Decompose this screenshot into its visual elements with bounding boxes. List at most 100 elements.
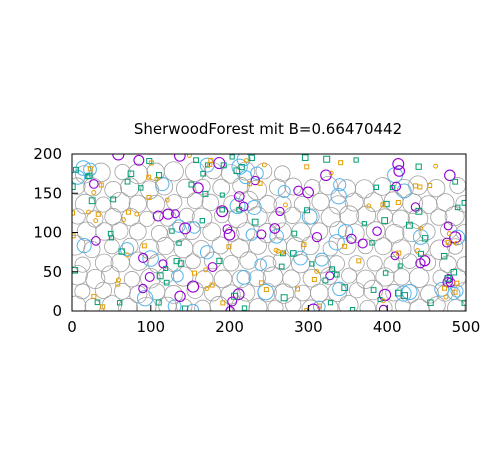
tree-marker-orange — [226, 244, 232, 250]
tree-marker-purple — [186, 280, 200, 293]
tree-marker-teal-square — [163, 265, 169, 272]
tree-marker-teal-square — [229, 154, 235, 160]
tree-marker-medium — [199, 245, 215, 260]
tree-marker-orange — [453, 240, 459, 246]
tree-marker-orange — [186, 154, 192, 159]
tree-marker-medium — [254, 258, 267, 271]
x-tick-label: 0 — [67, 318, 77, 336]
tree-marker-teal-square — [248, 154, 255, 162]
tree-marker-large — [201, 193, 220, 212]
tree-marker-large — [128, 194, 147, 213]
tree-marker-orange — [164, 197, 170, 203]
tree-marker-teal-square — [169, 228, 175, 234]
tree-marker-large — [259, 255, 277, 272]
tree-marker-teal-square — [415, 207, 423, 215]
tree-marker-teal-square — [369, 240, 375, 246]
tree-marker-large — [328, 255, 345, 272]
tree-marker-large — [248, 269, 266, 288]
tree-marker-purple — [170, 209, 180, 219]
tree-marker-large — [109, 191, 131, 213]
tree-marker-teal-square — [415, 163, 422, 170]
tree-marker-purple — [256, 229, 267, 240]
tree-marker-large — [365, 221, 386, 241]
tree-marker-orange — [366, 203, 372, 209]
tree-marker-orange — [314, 268, 320, 274]
tree-marker-orange — [380, 298, 386, 304]
tree-marker-medium — [172, 219, 186, 233]
tree-marker-large — [293, 195, 311, 213]
tree-marker-large — [359, 299, 376, 311]
x-tick-label: 100 — [136, 318, 165, 336]
tree-marker-large — [186, 192, 204, 209]
tree-marker-purple — [144, 271, 155, 282]
tree-marker-large — [393, 268, 411, 286]
tree-marker-large — [139, 238, 160, 259]
tree-marker-teal-square — [124, 178, 131, 185]
tree-marker-purple — [250, 175, 260, 186]
tree-marker-orange — [86, 209, 91, 215]
tree-marker-medium — [395, 285, 412, 302]
tree-marker-orange — [454, 280, 460, 286]
tree-marker-large — [372, 177, 392, 196]
tree-marker-large — [118, 298, 139, 311]
tree-marker-teal-square — [349, 307, 356, 311]
tree-marker-large — [94, 281, 112, 299]
tree-marker-purple — [391, 181, 402, 192]
tree-marker-orange — [203, 267, 209, 273]
tree-marker-orange — [209, 282, 215, 288]
tree-marker-large — [213, 269, 233, 289]
tree-marker-teal-square — [291, 230, 298, 237]
tree-marker-large — [427, 179, 446, 198]
tree-marker-large — [349, 282, 366, 299]
tree-marker-large — [202, 222, 222, 242]
x-tick-label: 300 — [294, 318, 323, 336]
tree-marker-orange — [72, 233, 76, 239]
tree-marker-orange — [328, 170, 334, 176]
tree-marker-large — [391, 239, 412, 260]
tree-marker-teal-square — [401, 292, 409, 299]
tree-marker-large — [327, 282, 348, 303]
tree-marker-large — [375, 299, 393, 311]
tree-marker-medium — [277, 185, 291, 198]
tree-marker-large — [258, 195, 277, 214]
tree-marker-purple — [238, 201, 249, 212]
tree-marker-large — [246, 206, 268, 228]
tree-marker-teal-square — [202, 190, 209, 197]
tree-marker-teal-square — [309, 261, 315, 267]
tree-marker-large — [94, 253, 114, 273]
tree-marker-orange — [258, 280, 264, 286]
tree-marker-teal-square — [233, 167, 241, 175]
tree-marker-teal-square — [361, 221, 367, 227]
tree-marker-teal-square — [117, 300, 123, 306]
tree-marker-large — [75, 165, 94, 184]
tree-marker-large — [310, 222, 329, 241]
tree-marker-teal-square — [177, 260, 185, 267]
tree-marker-purple — [138, 283, 148, 294]
tree-marker-orange — [154, 176, 160, 182]
tree-marker-large — [195, 270, 214, 289]
tree-marker-purple — [89, 179, 99, 189]
tree-marker-medium — [171, 269, 184, 283]
tree-marker-large — [284, 177, 303, 196]
tree-marker-orange — [263, 287, 269, 293]
tree-marker-large — [100, 265, 120, 285]
tree-marker-teal-square — [238, 163, 245, 171]
tree-marker-teal-square — [461, 299, 466, 306]
tree-marker-orange — [311, 276, 317, 282]
tree-marker-purple — [390, 251, 400, 261]
tree-marker-orange — [191, 270, 197, 276]
tree-marker-large — [104, 208, 122, 226]
tree-marker-medium — [312, 300, 326, 311]
tree-marker-purple — [227, 296, 238, 307]
tree-marker-orange — [72, 210, 76, 216]
tree-marker-medium — [330, 187, 347, 205]
tree-marker-large — [274, 165, 291, 182]
tree-marker-medium — [246, 199, 262, 216]
x-tick-label: 400 — [373, 318, 402, 336]
tree-marker-large — [104, 180, 123, 199]
tree-marker-teal-square — [461, 199, 466, 206]
tree-marker-large — [267, 299, 284, 311]
tree-marker-purple — [269, 223, 281, 234]
tree-marker-orange — [100, 304, 106, 310]
